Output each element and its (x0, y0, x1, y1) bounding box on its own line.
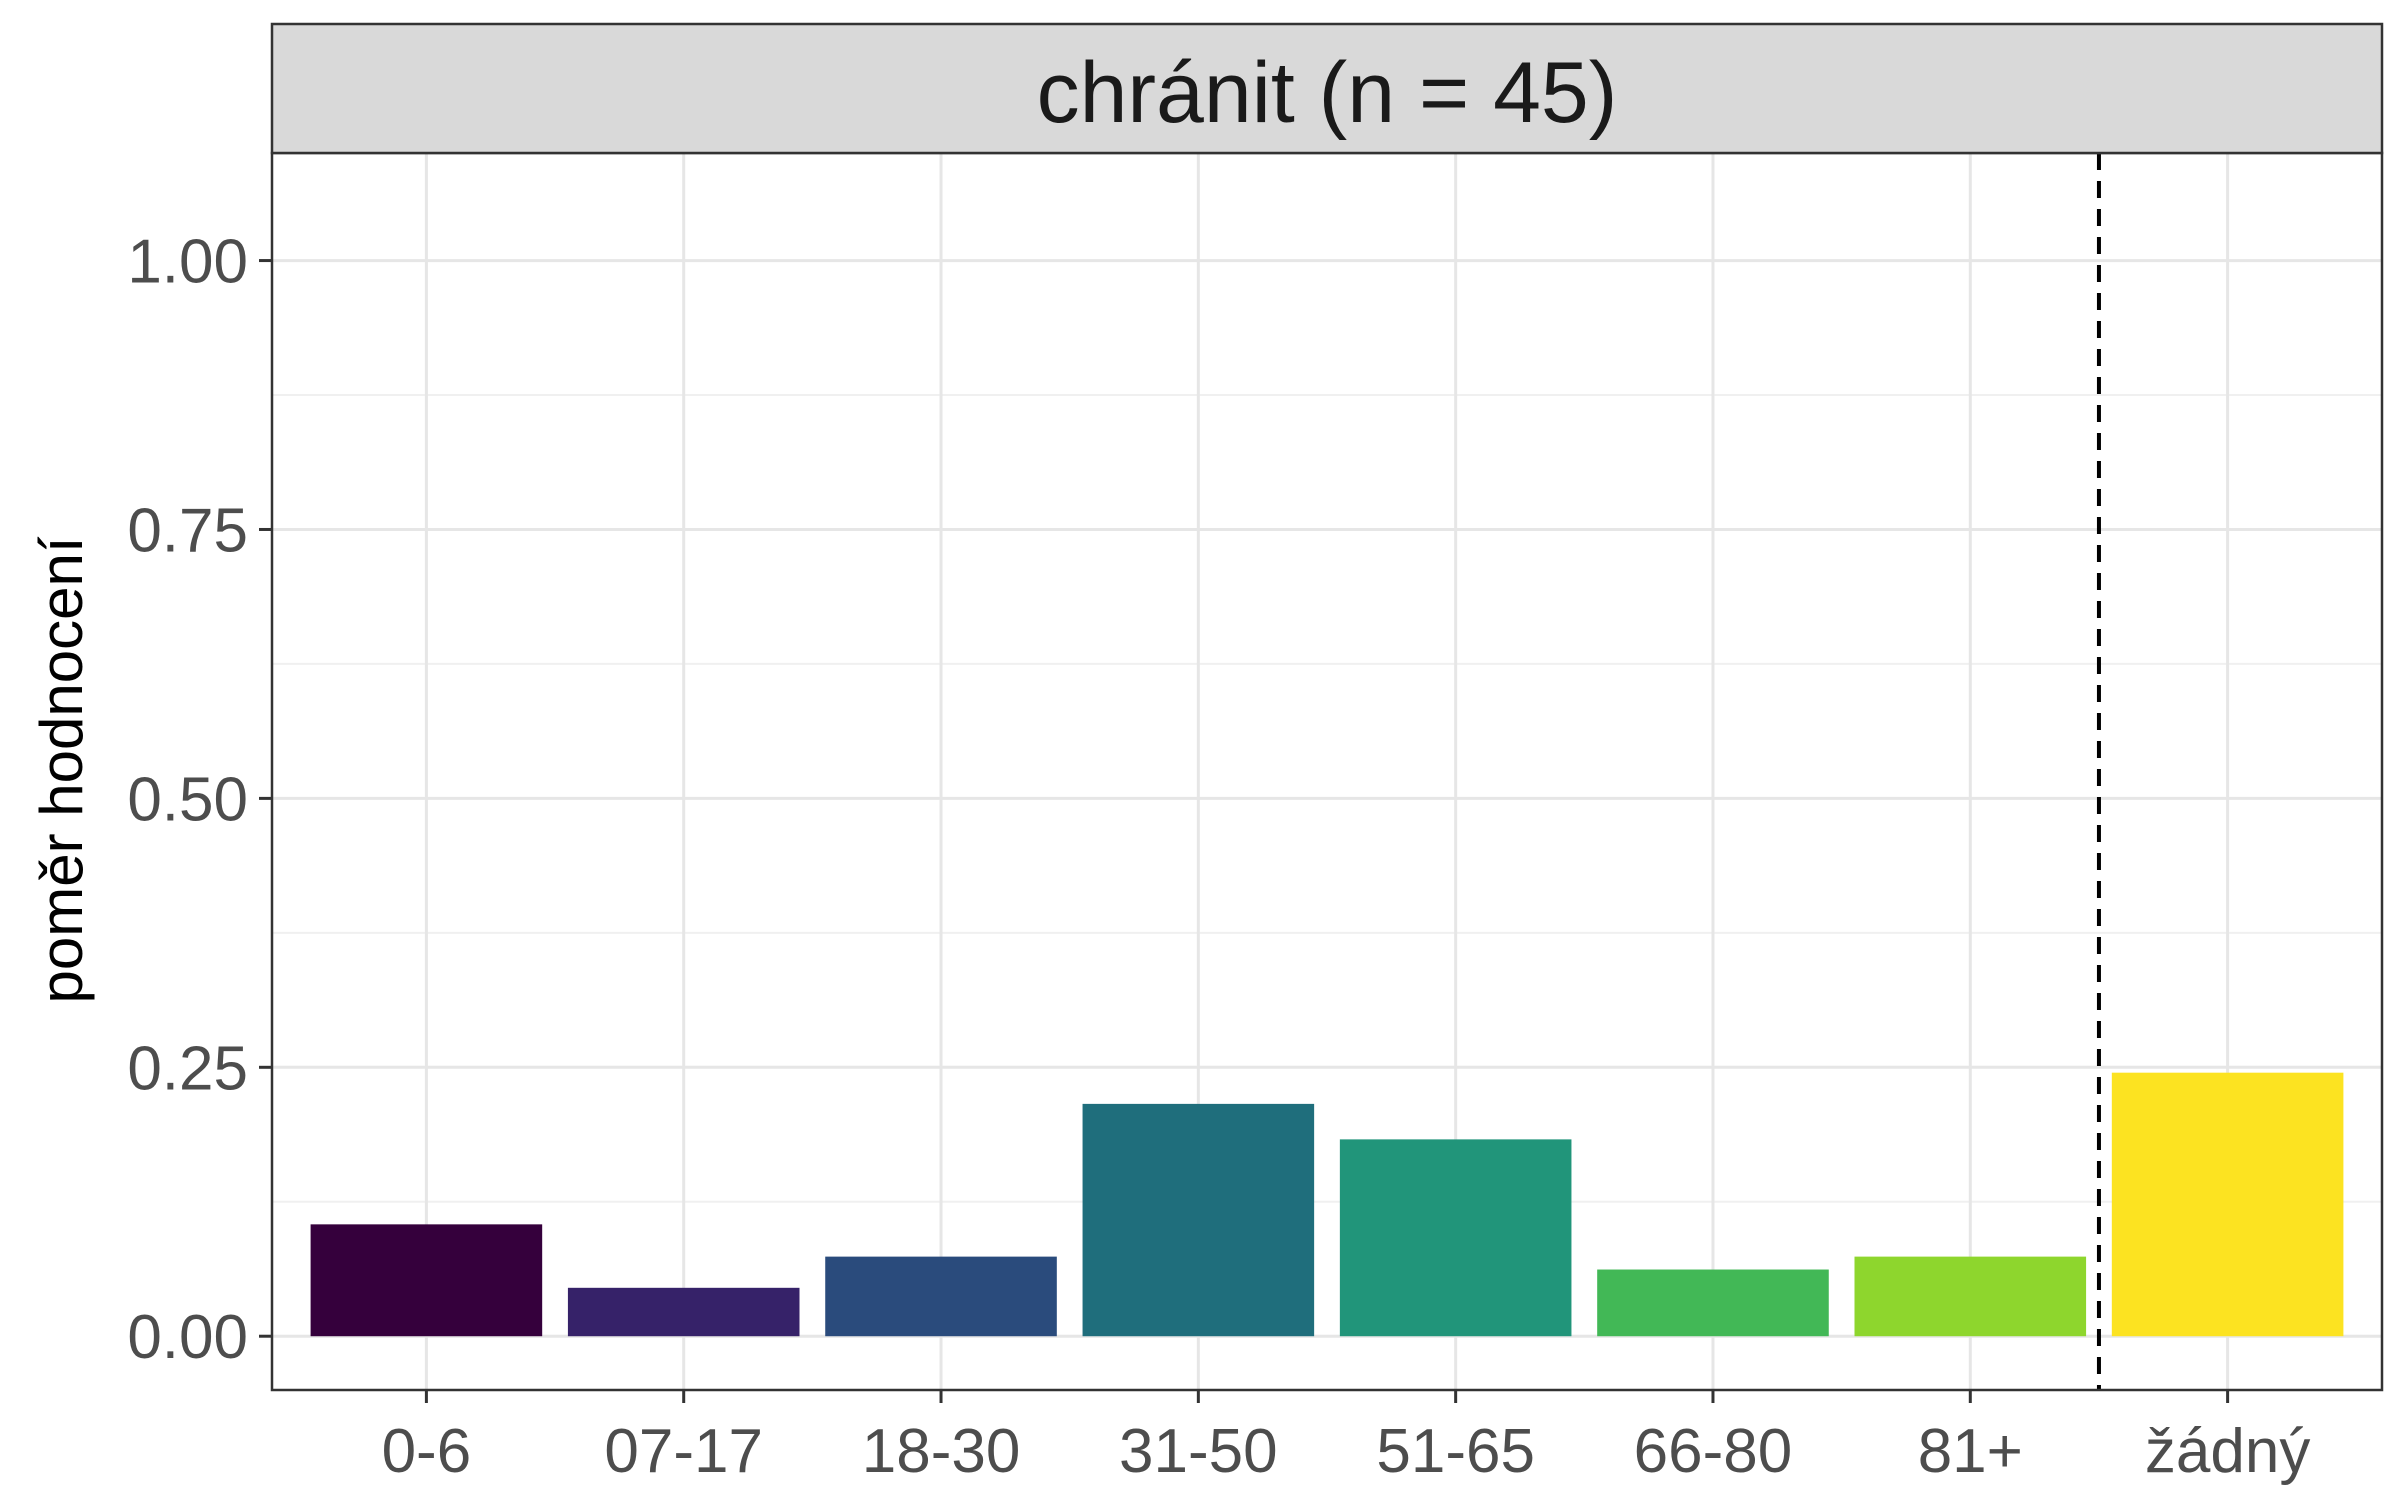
bar-0-6 (310, 1224, 543, 1337)
y-tick-label: 0.25 (127, 1034, 248, 1103)
bars (310, 1072, 2344, 1337)
bar-66-80 (1597, 1269, 1829, 1337)
x-axis: 0-6 07-17 18-30 31-50 51-65 66-80 81+ žádný (382, 1390, 2310, 1486)
y-tick-label: 0.50 (127, 765, 248, 834)
facet-strip-background (270, 22, 2384, 155)
bar-51-65 (1339, 1139, 1572, 1337)
x-tick-label: 18-30 (862, 1417, 1021, 1486)
bar-31-50 (1082, 1103, 1315, 1337)
minor-gridlines (272, 394, 2382, 1203)
x-tick-label: 0-6 (382, 1417, 472, 1486)
facet-strip: chránit (n = 45) (270, 22, 2384, 155)
bar-81+ (1854, 1256, 2087, 1337)
x-tick-label: 66-80 (1634, 1417, 1793, 1486)
x-tick-label: 51-65 (1376, 1417, 1535, 1486)
x-tick-label: žádný (2145, 1417, 2310, 1486)
x-tick-label: 81+ (1918, 1417, 2023, 1486)
bar-žádný (2111, 1072, 2344, 1337)
bar-18-30 (825, 1256, 1057, 1337)
bar-07-17 (567, 1287, 800, 1337)
y-axis: 0.00 0.25 0.50 0.75 1.00 (127, 228, 272, 1372)
facet-title: chránit (n = 45) (1037, 45, 1618, 141)
y-tick-label: 0.75 (127, 496, 248, 565)
plot-panel (272, 153, 2382, 1390)
y-axis-title: poměr hodnocení (28, 536, 95, 1003)
y-tick-label: 1.00 (127, 228, 248, 297)
y-tick-label: 0.00 (127, 1303, 248, 1372)
x-tick-label: 31-50 (1119, 1417, 1278, 1486)
x-tick-label: 07-17 (604, 1417, 763, 1486)
